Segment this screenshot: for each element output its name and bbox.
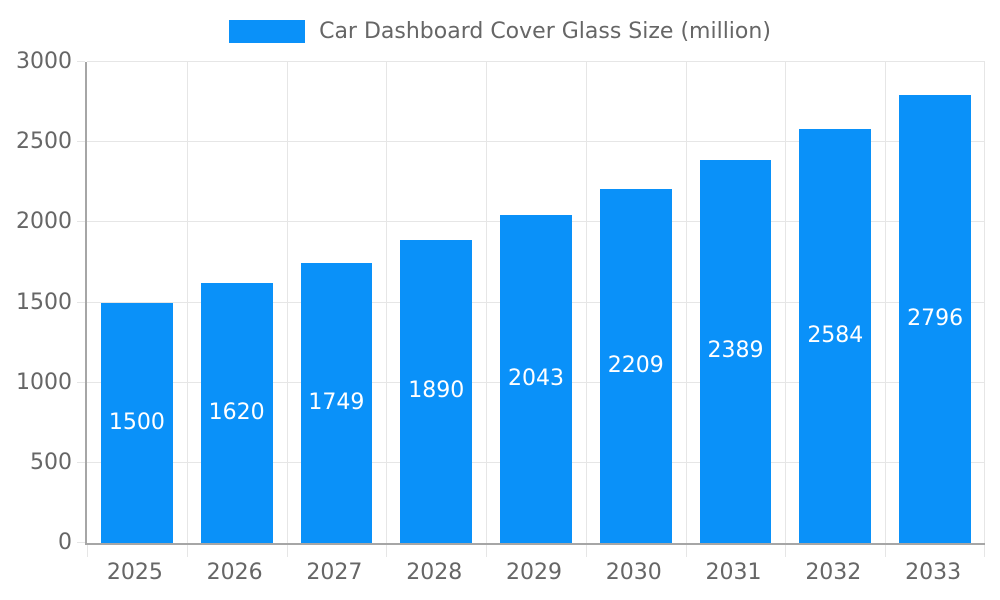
bar-value-label: 1620 [208, 400, 265, 426]
y-axis-label: 2000 [16, 209, 72, 235]
bar-2033[interactable]: 2796 [899, 94, 972, 543]
gridline-vertical [585, 62, 587, 543]
gridline-vertical [186, 62, 188, 543]
legend-swatch[interactable] [229, 20, 306, 43]
x-axis-tick [186, 545, 188, 557]
y-axis-label: 2500 [16, 129, 72, 155]
x-axis-label: 2033 [905, 560, 962, 585]
bar-value-label: 1500 [108, 409, 165, 435]
bar-value-label: 2043 [507, 366, 564, 392]
bar-2032[interactable]: 2584 [799, 128, 872, 543]
x-axis-tick [585, 545, 587, 557]
bar-value-label: 2584 [807, 322, 864, 348]
bar-2027[interactable]: 1749 [300, 262, 373, 543]
plot-area: 1500 1620 1749 1890 2043 2209 2389 2584 2796 [77, 61, 985, 557]
x-axis-label: 2027 [306, 560, 363, 585]
y-axis-tick [77, 61, 85, 62]
y-axis-label: 1500 [16, 289, 72, 315]
gridline-vertical [386, 62, 388, 543]
bar-value-label: 2796 [907, 305, 964, 331]
gridline-horizontal [87, 141, 985, 143]
y-axis-label: 1000 [16, 369, 72, 395]
y-axis-label: 0 [58, 530, 72, 555]
gridline-vertical [286, 62, 288, 543]
y-axis-label: 500 [30, 449, 72, 475]
gridline-vertical [785, 62, 787, 543]
y-axis-tick [77, 221, 85, 223]
bar-2025[interactable]: 1500 [100, 302, 173, 543]
bar-2026[interactable]: 1620 [200, 283, 273, 543]
x-axis-tick [685, 545, 687, 557]
y-axis-label: 3000 [16, 49, 72, 74]
y-axis-tick [77, 461, 85, 463]
bar-value-label: 1749 [308, 389, 365, 415]
bar-value-label: 2389 [707, 338, 764, 364]
x-axis-tick [486, 545, 488, 557]
gridline-vertical [685, 62, 687, 543]
bar-2030[interactable]: 2209 [599, 188, 672, 543]
bar-value-label: 1890 [408, 378, 465, 404]
x-axis-tick [386, 545, 388, 557]
x-axis: 2025 2026 2027 2028 2029 2030 2031 2032 2033 [85, 560, 983, 592]
x-axis-label: 2030 [605, 560, 662, 585]
x-axis-label: 2028 [406, 560, 463, 585]
x-axis-label: 2029 [505, 560, 562, 585]
gridline-vertical [486, 62, 488, 543]
y-axis-tick [77, 141, 85, 143]
x-axis-label: 2031 [705, 560, 762, 585]
x-axis-tick [286, 545, 288, 557]
x-axis-label: 2025 [106, 560, 163, 585]
x-axis-label: 2032 [805, 560, 862, 585]
gridline-vertical [885, 62, 887, 543]
bar-value-label: 2209 [607, 352, 664, 378]
bar-2028[interactable]: 1890 [400, 239, 473, 543]
x-axis-tick [984, 545, 985, 557]
y-axis: 0 500 1000 1500 2000 2500 3000 [0, 51, 72, 554]
bar-2031[interactable]: 2389 [699, 159, 772, 543]
legend: Car Dashboard Cover Glass Size (million) [0, 19, 1000, 44]
gridline-vertical [984, 62, 985, 543]
legend-label[interactable]: Car Dashboard Cover Glass Size (million) [319, 19, 771, 44]
x-axis-tick [885, 545, 887, 557]
y-axis-tick [77, 381, 85, 383]
bar-2029[interactable]: 2043 [500, 215, 572, 543]
y-axis-tick [77, 301, 85, 303]
y-axis-tick [77, 542, 85, 543]
x-axis-tick [785, 545, 787, 557]
x-axis-label: 2026 [206, 560, 263, 585]
x-axis-tick [87, 545, 88, 557]
gridline-horizontal [87, 61, 985, 62]
